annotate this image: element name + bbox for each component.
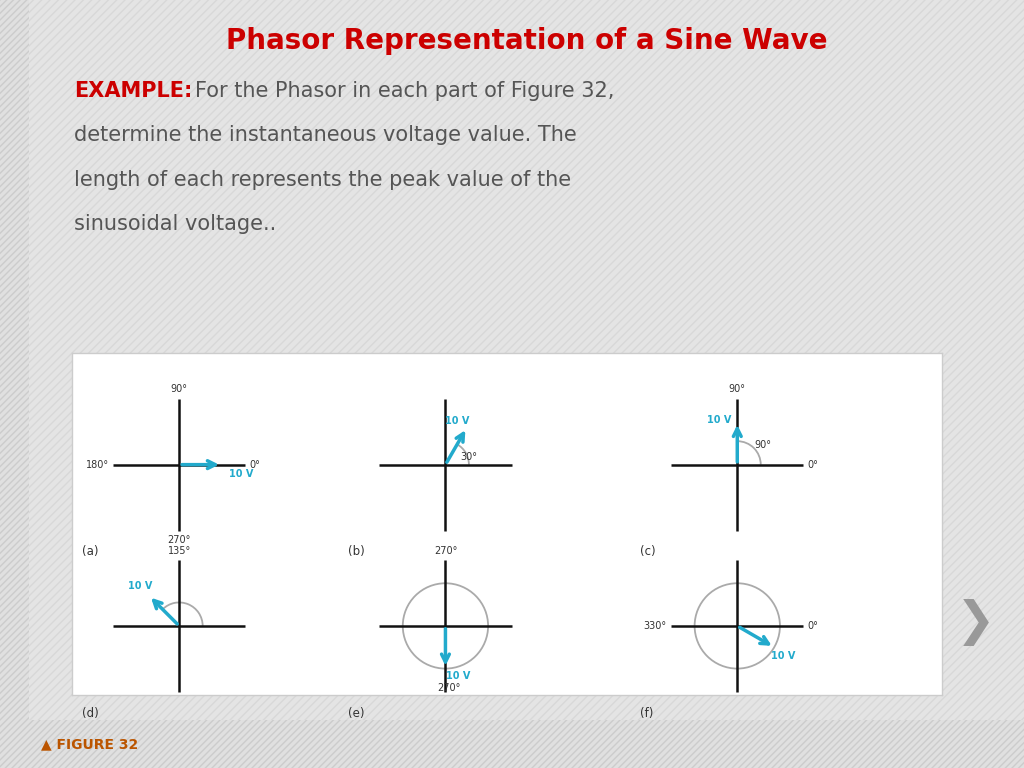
Text: (e): (e) bbox=[348, 707, 365, 720]
Text: (f): (f) bbox=[640, 707, 653, 720]
Text: length of each represents the peak value of the: length of each represents the peak value… bbox=[74, 170, 570, 190]
Text: EXAMPLE:: EXAMPLE: bbox=[74, 81, 193, 101]
Text: 90°: 90° bbox=[755, 440, 771, 451]
Text: 10 V: 10 V bbox=[445, 416, 470, 426]
Text: (d): (d) bbox=[82, 707, 98, 720]
Text: 330°: 330° bbox=[644, 621, 667, 631]
Text: 90°: 90° bbox=[171, 384, 187, 394]
Text: For the Phasor in each part of Figure 32,: For the Phasor in each part of Figure 32… bbox=[195, 81, 614, 101]
Text: 0°: 0° bbox=[808, 459, 818, 470]
Text: 90°: 90° bbox=[729, 384, 745, 394]
Text: 0°: 0° bbox=[250, 459, 260, 470]
Text: 135°: 135° bbox=[168, 545, 190, 555]
Text: 10 V: 10 V bbox=[128, 581, 153, 591]
Text: 10 V: 10 V bbox=[708, 415, 731, 425]
Text: 30°: 30° bbox=[461, 452, 477, 462]
Text: 270°: 270° bbox=[168, 535, 190, 545]
Text: 10 V: 10 V bbox=[771, 650, 795, 660]
Text: ❯: ❯ bbox=[956, 598, 995, 646]
Text: (a): (a) bbox=[82, 545, 98, 558]
Text: Phasor Representation of a Sine Wave: Phasor Representation of a Sine Wave bbox=[225, 27, 827, 55]
Text: 0°: 0° bbox=[808, 621, 818, 631]
Text: 270°: 270° bbox=[437, 683, 461, 693]
Text: 180°: 180° bbox=[86, 459, 109, 470]
Text: 10 V: 10 V bbox=[446, 671, 470, 681]
Text: 10 V: 10 V bbox=[229, 469, 253, 479]
Text: sinusoidal voltage..: sinusoidal voltage.. bbox=[74, 214, 276, 234]
Text: (b): (b) bbox=[348, 545, 365, 558]
Text: ▲ FIGURE 32: ▲ FIGURE 32 bbox=[41, 737, 138, 751]
Text: (c): (c) bbox=[640, 545, 655, 558]
Text: determine the instantaneous voltage value. The: determine the instantaneous voltage valu… bbox=[74, 125, 577, 145]
Text: 270°: 270° bbox=[434, 545, 457, 555]
